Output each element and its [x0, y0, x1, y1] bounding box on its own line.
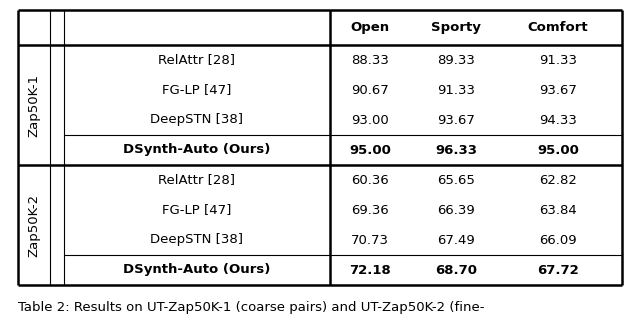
Text: Sporty: Sporty — [431, 21, 481, 34]
Text: 66.09: 66.09 — [539, 234, 577, 247]
Text: Zap50K-2: Zap50K-2 — [28, 193, 40, 256]
Text: 69.36: 69.36 — [351, 204, 389, 216]
Text: DSynth-Auto (Ours): DSynth-Auto (Ours) — [124, 263, 271, 277]
Text: 95.00: 95.00 — [537, 144, 579, 156]
Text: 67.49: 67.49 — [437, 234, 475, 247]
Text: 93.67: 93.67 — [437, 114, 475, 126]
Text: 94.33: 94.33 — [539, 114, 577, 126]
Text: FG-LP [47]: FG-LP [47] — [163, 204, 232, 216]
Text: DSynth-Auto (Ours): DSynth-Auto (Ours) — [124, 144, 271, 156]
Text: RelAttr [28]: RelAttr [28] — [159, 174, 236, 186]
Text: 93.67: 93.67 — [539, 83, 577, 96]
Text: 66.39: 66.39 — [437, 204, 475, 216]
Text: 67.72: 67.72 — [537, 263, 579, 277]
Text: 65.65: 65.65 — [437, 174, 475, 186]
Text: 60.36: 60.36 — [351, 174, 389, 186]
Text: 93.00: 93.00 — [351, 114, 389, 126]
Text: 90.67: 90.67 — [351, 83, 389, 96]
Text: 96.33: 96.33 — [435, 144, 477, 156]
Text: 70.73: 70.73 — [351, 234, 389, 247]
Text: FG-LP [47]: FG-LP [47] — [163, 83, 232, 96]
Text: 91.33: 91.33 — [437, 83, 475, 96]
Text: DeepSTN [38]: DeepSTN [38] — [150, 234, 243, 247]
Text: DeepSTN [38]: DeepSTN [38] — [150, 114, 243, 126]
Text: RelAttr [28]: RelAttr [28] — [159, 53, 236, 67]
Text: 89.33: 89.33 — [437, 53, 475, 67]
Text: 72.18: 72.18 — [349, 263, 391, 277]
Text: 95.00: 95.00 — [349, 144, 391, 156]
Text: 88.33: 88.33 — [351, 53, 389, 67]
Text: 63.84: 63.84 — [539, 204, 577, 216]
Text: Table 2: Results on UT-Zap50K-1 (coarse pairs) and UT-Zap50K-2 (fine-: Table 2: Results on UT-Zap50K-1 (coarse … — [18, 302, 484, 314]
Text: Open: Open — [351, 21, 390, 34]
Text: 68.70: 68.70 — [435, 263, 477, 277]
Text: Zap50K-1: Zap50K-1 — [28, 74, 40, 137]
Text: 62.82: 62.82 — [539, 174, 577, 186]
Text: 91.33: 91.33 — [539, 53, 577, 67]
Text: Comfort: Comfort — [528, 21, 588, 34]
